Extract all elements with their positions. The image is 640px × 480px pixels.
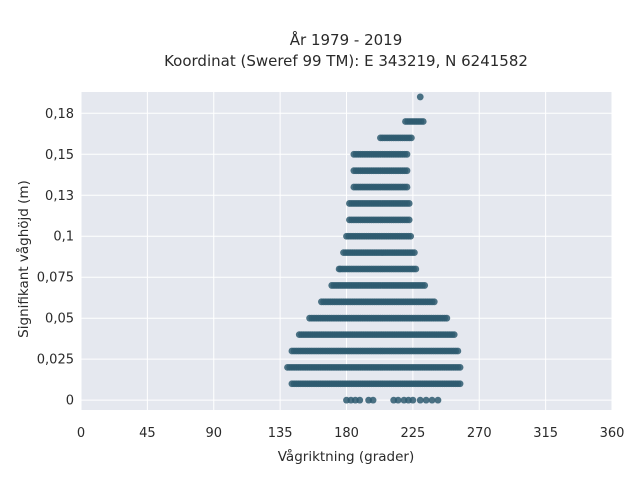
data-point: [403, 150, 411, 158]
y-tick-label: 0,025: [37, 353, 74, 368]
data-point: [403, 183, 411, 191]
data-point: [450, 331, 458, 338]
y-tick-label: 0,075: [37, 271, 74, 286]
data-point: [456, 363, 464, 371]
data-point: [369, 396, 377, 404]
data-point: [456, 380, 464, 388]
data-point: [408, 134, 415, 142]
y-tick-label: 0,18: [45, 107, 74, 122]
data-point: [403, 167, 411, 175]
data-point: [335, 265, 343, 273]
y-tick-label: 0,15: [45, 148, 74, 163]
data-point: [421, 282, 429, 289]
y-tick-labels: 0 0,025 0,05 0,075 0,1 0,13 0,15 0,18: [37, 107, 74, 409]
data-point: [412, 265, 420, 273]
x-tick-label: 270: [467, 426, 492, 441]
x-axis-label: Vågriktning (grader): [278, 448, 415, 465]
x-tick-label: 90: [205, 426, 222, 441]
x-tick-label: 360: [600, 426, 625, 441]
x-tick-label: 315: [533, 426, 558, 441]
data-point: [419, 118, 427, 125]
x-tick-label: 225: [400, 426, 425, 441]
chart-title: År 1979 - 2019: [290, 30, 403, 49]
data-point: [422, 396, 430, 404]
data-points: [284, 93, 464, 404]
y-tick-label: 0: [66, 394, 74, 409]
chart-subtitle: Koordinat (Sweref 99 TM): E 343219, N 62…: [164, 52, 528, 70]
x-tick-label: 180: [334, 426, 359, 441]
y-tick-label: 0,05: [45, 312, 74, 327]
data-point: [454, 347, 462, 355]
data-point: [407, 232, 415, 240]
data-point: [405, 216, 413, 224]
data-point: [356, 396, 364, 404]
data-point: [434, 396, 442, 404]
data-point: [416, 93, 424, 101]
x-tick-label: 0: [77, 426, 85, 441]
x-tick-label: 45: [139, 426, 156, 441]
data-point: [428, 396, 436, 404]
data-point: [394, 396, 402, 404]
data-point: [409, 396, 417, 404]
x-tick-label: 135: [268, 426, 293, 441]
data-point: [443, 314, 451, 322]
data-point: [416, 396, 424, 404]
data-point: [410, 249, 418, 257]
y-tick-label: 0,13: [45, 189, 74, 204]
x-tick-labels: 0 45 90 135 180 225 270 315 360: [77, 426, 625, 441]
data-point: [430, 298, 438, 306]
data-point: [405, 200, 413, 207]
y-axis-label: Signifikant våghöjd (m): [15, 180, 32, 338]
y-tick-label: 0,1: [53, 230, 74, 245]
